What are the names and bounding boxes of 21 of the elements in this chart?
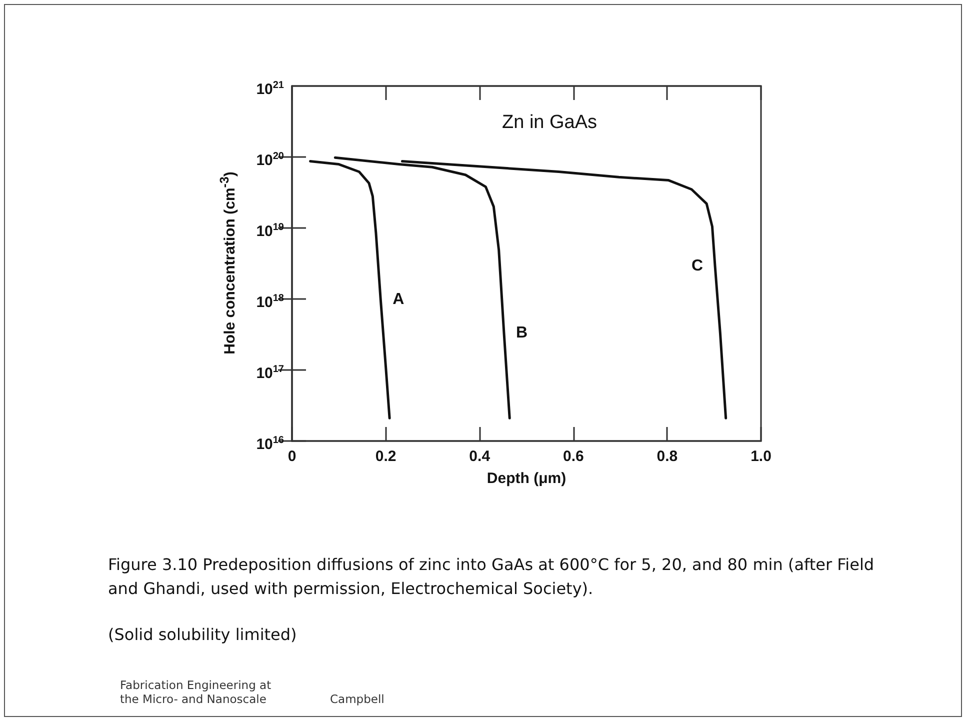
text: (Solid solubility limited) [108,625,297,644]
text: Campbell [330,692,384,706]
x-tick-label: 0.2 [375,448,396,465]
text: Zn in GaAs [502,112,598,133]
y-tick-label: 10$^{16}$ [256,434,284,455]
y-tick-label: 10$^{19}$ [256,221,284,242]
series-label: B [516,324,528,342]
y-tick-label: 10$^{17}$ [256,363,284,384]
text: Fabrication Engineering at the Micro- and Nanoscale [120,678,272,706]
x-tick-label: 1.0 [750,448,772,465]
caption: Figure 3.10 Predeposition diffusions of zinc into GaAs at 600°C for 5, 20, and 80 min (after Field and Ghandi, used with permission, Electrochemical Society). [108,554,876,600]
x-tick-label: 0.6 [562,448,584,465]
x-axis-title: Depth (μm) [486,470,566,487]
x-tick-label: 0 [288,448,296,465]
x-tick-label: 0.8 [656,448,678,465]
series-label: C [691,258,704,275]
x-tick-label: 0.4 [469,448,491,465]
y-tick-label: 10$^{18}$ [256,292,284,313]
y-tick-label: 10$^{20}$ [256,150,284,171]
y-tick-label: 10$^{21}$ [256,79,284,100]
series-label: A [392,291,405,308]
